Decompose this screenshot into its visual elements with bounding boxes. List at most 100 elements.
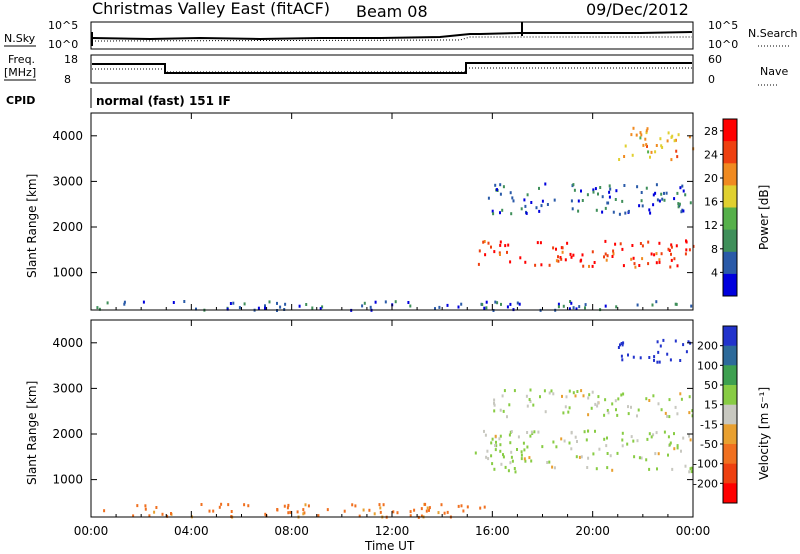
heatmap-cell bbox=[627, 353, 629, 357]
heatmap-cell bbox=[409, 514, 412, 518]
heatmap-cell bbox=[550, 389, 553, 393]
heatmap-cell bbox=[520, 457, 523, 461]
heatmap-cell bbox=[655, 252, 658, 256]
heatmap-cell bbox=[668, 249, 671, 252]
heatmap-cell bbox=[576, 390, 579, 393]
heatmap-cell bbox=[607, 411, 610, 415]
heatmap-cell bbox=[287, 503, 290, 507]
heatmap-cell bbox=[509, 191, 512, 195]
heatmap-cell bbox=[499, 443, 502, 447]
heatmap-cell bbox=[481, 303, 484, 306]
heatmap-cell bbox=[676, 412, 679, 416]
heatmap-cell bbox=[654, 191, 657, 195]
heatmap-cell bbox=[532, 403, 535, 407]
colorbar-tick-label: 24 bbox=[704, 148, 718, 161]
heatmap-cell bbox=[284, 302, 287, 306]
heatmap-cell bbox=[587, 396, 590, 400]
heatmap-cell bbox=[502, 453, 504, 457]
heatmap-cell bbox=[632, 439, 635, 443]
nave-label: Nave bbox=[760, 65, 788, 78]
heatmap-cell bbox=[520, 453, 523, 457]
heatmap-cell bbox=[650, 252, 653, 256]
heatmap-cell bbox=[666, 352, 669, 356]
heatmap-cell bbox=[257, 306, 260, 310]
heatmap-cell bbox=[606, 436, 608, 440]
colorbar-swatch bbox=[723, 345, 737, 366]
heatmap-cell bbox=[655, 261, 658, 265]
heatmap-cell bbox=[484, 433, 487, 437]
y-tick-label: 3000 bbox=[52, 174, 83, 188]
heatmap-cell bbox=[669, 441, 672, 445]
heatmap-cell bbox=[606, 201, 609, 205]
heatmap-cell bbox=[690, 470, 693, 474]
heatmap-cell bbox=[678, 202, 681, 206]
heatmap-cell bbox=[641, 204, 644, 208]
heatmap-cell bbox=[586, 193, 589, 197]
heatmap-cell bbox=[641, 244, 644, 248]
heatmap-cell bbox=[594, 429, 596, 433]
heatmap-cell bbox=[673, 432, 675, 436]
heatmap-cell bbox=[522, 441, 525, 445]
heatmap-cell bbox=[646, 127, 649, 131]
heatmap-cell bbox=[621, 343, 624, 347]
heatmap-cell bbox=[426, 506, 429, 510]
heatmap-cell bbox=[606, 466, 609, 470]
colorbar-swatch bbox=[723, 385, 737, 406]
heatmap-cell bbox=[302, 512, 305, 516]
nsky-tick-top: 10^5 bbox=[48, 19, 78, 32]
heatmap-cell bbox=[670, 243, 673, 247]
heatmap-cell bbox=[106, 301, 109, 305]
heatmap-cell bbox=[688, 135, 691, 139]
heatmap-cell bbox=[499, 240, 502, 244]
heatmap-cell bbox=[533, 430, 536, 434]
freq-tick-bottom: 8 bbox=[64, 73, 71, 86]
heatmap-cell bbox=[581, 253, 584, 257]
heatmap-cell bbox=[243, 302, 246, 306]
heatmap-cell bbox=[425, 509, 428, 513]
heatmap-cell bbox=[604, 304, 607, 308]
heatmap-cell bbox=[326, 508, 329, 512]
heatmap-cell bbox=[96, 306, 99, 310]
heatmap-cell bbox=[379, 506, 382, 510]
heatmap-cell bbox=[555, 259, 558, 263]
heatmap-cell bbox=[645, 397, 648, 401]
heatmap-cell bbox=[624, 211, 627, 215]
heatmap-cell bbox=[621, 199, 624, 203]
heatmap-cell bbox=[640, 191, 643, 194]
heatmap-cell bbox=[496, 301, 499, 305]
x-axis-ticks: 00:00 04:00 08:00 12:00 16:00 20:00 00:00 bbox=[74, 113, 710, 538]
heatmap-cell bbox=[155, 506, 158, 509]
heatmap-cell bbox=[538, 186, 540, 190]
heatmap-cell bbox=[621, 431, 624, 435]
heatmap-cell bbox=[616, 451, 619, 455]
heatmap-cell bbox=[541, 199, 544, 203]
heatmap-cell bbox=[494, 444, 497, 447]
heatmap-cell bbox=[645, 458, 648, 462]
heatmap-cell bbox=[677, 202, 680, 206]
heatmap-cell bbox=[520, 207, 523, 211]
heatmap-cell bbox=[654, 150, 657, 154]
heatmap-cell bbox=[640, 133, 643, 137]
colorbar-swatch bbox=[723, 404, 737, 425]
heatmap-cell bbox=[675, 138, 677, 142]
heatmap-cell bbox=[604, 252, 607, 256]
heatmap-cell bbox=[572, 391, 575, 395]
nsky-panel bbox=[90, 21, 694, 50]
colorbar-swatch bbox=[723, 273, 737, 297]
heatmap-cell bbox=[540, 204, 543, 208]
velocity-frame bbox=[90, 319, 694, 518]
heatmap-cell bbox=[673, 447, 676, 451]
heatmap-cell bbox=[462, 509, 465, 513]
nsky-tick-bottom: 10^0 bbox=[48, 38, 78, 51]
heatmap-cell bbox=[670, 158, 673, 162]
heatmap-cell bbox=[446, 510, 449, 514]
mhz-label: [MHz] bbox=[4, 66, 36, 79]
freq-trace bbox=[92, 62, 692, 74]
heatmap-cell bbox=[498, 251, 501, 255]
heatmap-cell bbox=[566, 241, 569, 245]
heatmap-cell bbox=[230, 510, 233, 513]
heatmap-cell bbox=[123, 302, 126, 306]
heatmap-cell bbox=[474, 451, 477, 455]
heatmap-cell bbox=[485, 455, 488, 459]
heatmap-cell bbox=[562, 411, 565, 415]
